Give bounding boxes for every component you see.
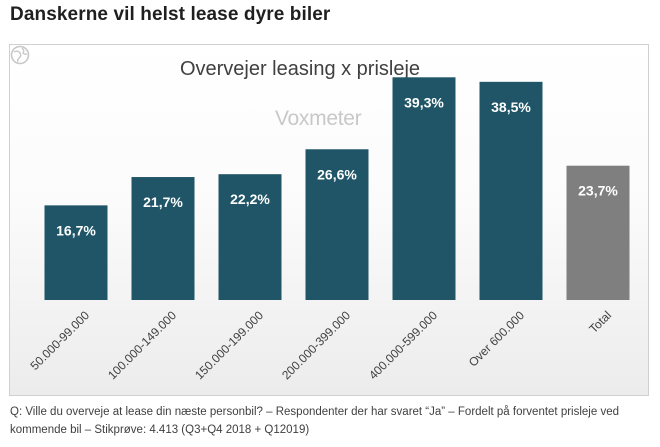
data-label-2: 21,7% bbox=[143, 194, 183, 210]
chart-area: Overvejer leasing x prisleje 16,7% 50.000… bbox=[9, 44, 649, 396]
data-label-1: 16,7% bbox=[56, 222, 96, 238]
x-tick-label-6: Over 600.000 bbox=[466, 308, 528, 370]
bar-1 bbox=[44, 205, 108, 300]
question-caption: Q: Ville du overveje at lease din næste … bbox=[10, 406, 619, 436]
x-tick-label-2: 100.000-149.000 bbox=[105, 308, 179, 382]
x-tick-label-4: 200.000-399.000 bbox=[279, 308, 353, 382]
bar-6 bbox=[479, 81, 543, 300]
globe-icon bbox=[10, 45, 30, 65]
x-tick-label-3: 150.000-199.000 bbox=[192, 308, 266, 382]
bar-4 bbox=[305, 149, 369, 300]
data-label-7: 23,7% bbox=[578, 183, 618, 199]
data-label-4: 26,6% bbox=[317, 166, 357, 182]
chart-title: Overvejer leasing x prisleje bbox=[180, 58, 420, 80]
x-tick-label-5: 400.000-599.000 bbox=[366, 308, 440, 382]
data-label-3: 22,2% bbox=[230, 191, 270, 207]
bar-3 bbox=[218, 174, 282, 300]
data-label-5: 39,3% bbox=[404, 94, 444, 110]
bar-2 bbox=[131, 177, 195, 300]
headline: Danskerne vil helst lease dyre biler bbox=[10, 4, 331, 25]
data-label-6: 38,5% bbox=[491, 99, 531, 115]
voxmeter-logo: Voxmeter bbox=[275, 107, 362, 130]
bar-chart: Overvejer leasing x prisleje 16,7% 50.000… bbox=[27, 58, 630, 382]
x-tick-label-1: 50.000-99.000 bbox=[27, 308, 92, 373]
bar-7 bbox=[566, 165, 630, 300]
x-tick-label-7: Total bbox=[586, 308, 614, 336]
bar-5 bbox=[392, 77, 456, 300]
